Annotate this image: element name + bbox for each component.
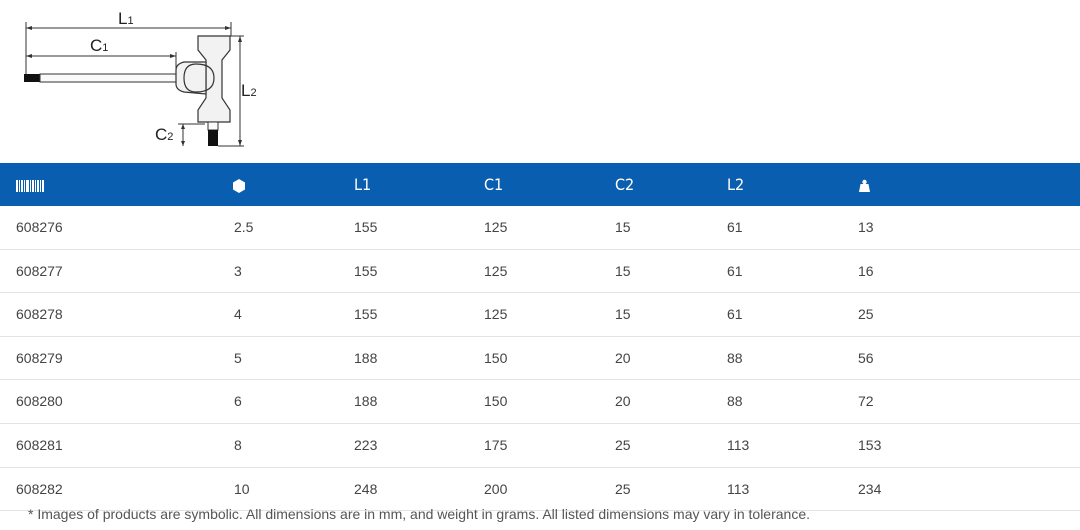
length-l1-cell: 155 [354,306,378,323]
label-l1: L1 [118,9,134,28]
length-c2-cell: 20 [615,393,631,410]
length-c2-cell: 25 [615,436,631,453]
hex-size-cell: 4 [234,306,242,323]
length-c1-cell: 125 [484,219,508,235]
length-c1-cell: 150 [484,393,508,410]
article-number-cell: 608281 [16,436,63,453]
tool-dimension-diagram: L1 C1 C2 L2 [24,9,257,147]
length-c2-cell: 15 [615,306,631,323]
hex-size-cell: 5 [234,349,242,366]
length-l1-cell: 155 [354,262,378,279]
table-row: 608281 8 223 175 25 113 153 [0,424,1080,468]
label-c2: C2 [155,125,173,144]
handle-neck [175,61,207,95]
table-row: 608279 5 188 150 20 88 56 [0,337,1080,381]
table-row: 608278 4 155 125 15 61 25 [0,293,1080,337]
shaft-tip [24,74,40,82]
article-number-cell: 608276 [16,219,63,235]
length-l2-cell: 113 [727,436,750,453]
length-c2-cell: 25 [615,480,631,497]
table-row: 608276 2.5 155 125 15 61 13 [0,206,1080,250]
footnote: * Images of products are symbolic. All d… [28,506,811,522]
article-number-cell: 608279 [16,349,63,366]
hex-size-cell: 2.5 [234,219,254,235]
table-header: L1 C1 C2 L2 [0,163,1080,206]
handle-grip [183,63,215,93]
weight-cell: 13 [858,219,874,235]
article-number-cell: 608278 [16,306,63,323]
article-number-cell: 608277 [16,262,63,279]
length-l2-cell: 61 [727,219,743,235]
article-number-cell: 608280 [16,393,63,410]
header-c1: C1 [484,175,504,194]
dimension-lines [25,22,244,147]
header-l1: L1 [354,175,372,194]
table-row: 608282 10 248 200 25 113 234 [0,468,1080,512]
label-c1: C1 [90,36,108,55]
weight-cell: 56 [858,349,874,366]
weight-cell: 234 [858,480,882,497]
product-table: L1 C1 C2 L2 608276 2.5 155 125 15 61 13 608277 3… [0,163,1080,512]
article-number-cell: 608282 [16,480,63,497]
hex-size-cell: 3 [234,262,242,279]
header-l2: L2 [727,175,745,194]
weight-cell: 153 [858,436,882,453]
barcode-icon [16,163,44,206]
weight-cell: 25 [858,306,874,323]
length-l2-cell: 88 [727,393,743,410]
label-l2: L2 [241,81,257,100]
length-l2-cell: 61 [727,306,743,323]
weight-icon [858,163,871,206]
shaft [39,73,181,83]
length-l1-cell: 188 [354,393,378,410]
hexagon-icon [232,163,246,206]
weight-cell: 16 [858,262,874,279]
length-l2-cell: 113 [727,480,750,497]
length-c1-cell: 150 [484,349,508,366]
length-c1-cell: 125 [484,262,508,279]
length-l2-cell: 61 [727,262,743,279]
length-c1-cell: 200 [484,480,508,497]
hex-size-cell: 6 [234,393,242,410]
length-l1-cell: 248 [354,480,378,497]
hex-size-cell: 10 [234,480,250,497]
length-l1-cell: 188 [354,349,378,366]
short-arm-tip [208,130,218,146]
length-c1-cell: 175 [484,436,508,453]
length-l1-cell: 223 [354,436,378,453]
length-c2-cell: 15 [615,219,631,235]
hex-size-cell: 8 [234,436,242,453]
header-c2: C2 [615,175,635,194]
table-row: 608280 6 188 150 20 88 72 [0,380,1080,424]
length-c2-cell: 20 [615,349,631,366]
length-l2-cell: 88 [727,349,743,366]
weight-cell: 72 [858,393,874,410]
length-c1-cell: 125 [484,306,508,323]
length-l1-cell: 155 [354,219,378,235]
dimension-arrows [26,26,242,146]
table-body: 608276 2.5 155 125 15 61 13 608277 3 155 125 15 61 16… [0,206,1080,512]
table-row: 608277 3 155 125 15 61 16 [0,250,1080,294]
length-c2-cell: 15 [615,262,631,279]
